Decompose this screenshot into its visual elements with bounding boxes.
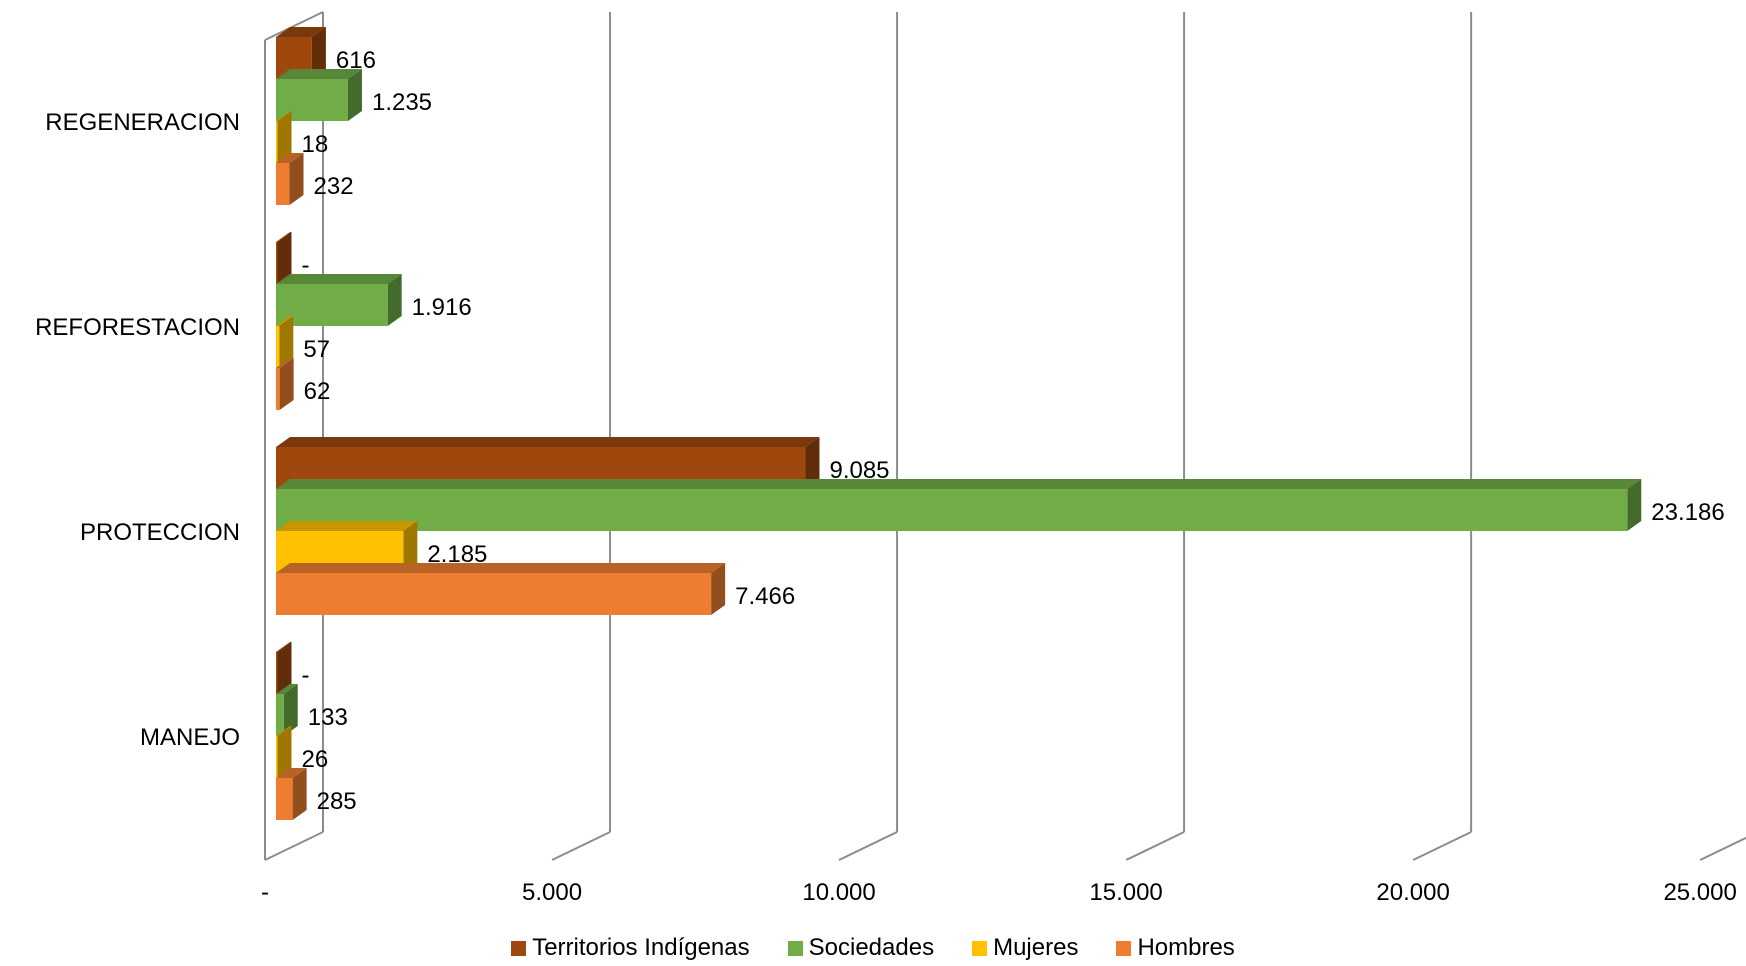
gridline-floor (1125, 831, 1185, 861)
gridline-floor (1412, 831, 1472, 861)
x-tick-labels: - 5.000 10.000 15.000 20.000 25.000 (261, 879, 1737, 906)
x-tick-label: 20.000 (1376, 879, 1449, 906)
data-label: - (302, 662, 310, 689)
data-labels: - 133 26 285 9.085 23.186 2.185 7.466 - 1.916 57 62… (302, 47, 1725, 815)
x-tick-label: - (261, 879, 269, 906)
bar (276, 316, 294, 368)
data-label: 285 (317, 788, 357, 815)
legend: Territorios Indígenas Sociedades Mujeres Ho… (0, 930, 1746, 966)
data-label: 23.186 (1651, 499, 1724, 526)
bar (276, 274, 402, 326)
data-label: 2.185 (427, 541, 487, 568)
bar (276, 153, 304, 205)
data-label: 232 (314, 173, 354, 200)
category-labels: MANEJO PROTECCION REFORESTACION REGENERACIO… (35, 109, 240, 751)
x-tick-label: 10.000 (802, 879, 875, 906)
data-label: 7.466 (735, 583, 795, 610)
bar (276, 479, 1642, 531)
legend-swatch (972, 940, 988, 956)
bar (276, 726, 292, 778)
bar (276, 684, 298, 736)
legend-label: Hombres (1137, 934, 1235, 961)
gridline-floor (264, 831, 324, 861)
data-label: 26 (302, 746, 329, 773)
bars (276, 27, 1642, 820)
legend-item: Sociedades (787, 934, 935, 962)
bar (276, 358, 294, 410)
category-label: PROTECCION (80, 519, 240, 546)
category-label: REGENERACION (45, 109, 240, 136)
data-label: 18 (302, 131, 329, 158)
data-label: 62 (304, 378, 331, 405)
data-label: 1.235 (372, 89, 432, 116)
bar (276, 563, 726, 615)
data-label: 1.916 (412, 294, 472, 321)
x-tick-label: 25.000 (1663, 879, 1736, 906)
bar (276, 69, 362, 121)
axis-line-top (264, 11, 324, 41)
legend-swatch (787, 940, 803, 956)
legend-item: Mujeres (972, 934, 1078, 962)
category-label: REFORESTACION (35, 314, 240, 341)
legend-swatch (1116, 940, 1132, 956)
data-label: - (302, 252, 310, 279)
legend-item: Territorios Indígenas (511, 934, 750, 962)
gridline-floor (838, 831, 898, 861)
x-tick-label: 5.000 (522, 879, 582, 906)
bar (276, 232, 292, 284)
bar (276, 642, 292, 694)
data-label: 133 (308, 704, 348, 731)
data-label: 9.085 (829, 457, 889, 484)
legend-swatch (511, 940, 527, 956)
legend-label: Territorios Indígenas (532, 934, 750, 961)
data-label: 57 (303, 336, 330, 363)
category-label: MANEJO (140, 724, 240, 751)
legend-label: Mujeres (993, 934, 1079, 961)
legend-label: Sociedades (808, 934, 935, 961)
data-label: 616 (336, 47, 376, 74)
legend-item: Hombres (1116, 934, 1235, 962)
x-tick-label: 15.000 (1089, 879, 1162, 906)
gridline-floor (551, 831, 611, 861)
gridlines (264, 11, 1746, 861)
bar (276, 111, 292, 163)
gridline-floor (1699, 836, 1746, 861)
bar (276, 768, 307, 820)
chart: - 133 26 285 9.085 23.186 2.185 7.466 - 1.916 57 62… (35, 11, 1746, 906)
